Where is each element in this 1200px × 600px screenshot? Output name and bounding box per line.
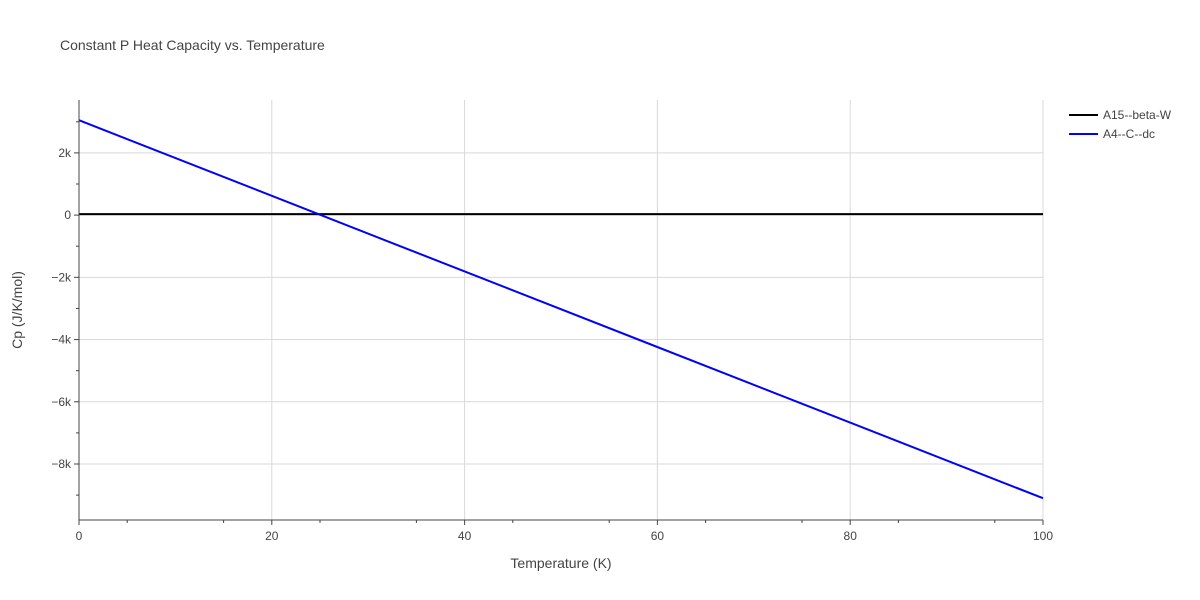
minor-ticks: [74, 121, 1044, 525]
y-tick-label: 0: [64, 208, 71, 222]
y-tick-labels: 2k 0 −2k −4k −6k −8k: [51, 146, 72, 471]
chart-title: Constant P Heat Capacity vs. Temperature: [60, 37, 325, 53]
x-tick-labels: 0 20 40 60 80 100: [76, 529, 1054, 543]
x-tick-label: 100: [1033, 529, 1053, 543]
legend-label: A4--C--dc: [1103, 127, 1155, 141]
y-tick-label: −4k: [51, 333, 72, 347]
x-tick-label: 80: [844, 529, 858, 543]
x-tick-label: 60: [651, 529, 665, 543]
y-tick-label: 2k: [58, 146, 72, 160]
x-tick-label: 0: [76, 529, 83, 543]
legend-item[interactable]: A4--C--dc: [1069, 127, 1155, 141]
y-tick-label: −2k: [51, 270, 72, 284]
series-line-a4-c-dc: [78, 119, 1044, 500]
x-axis-title: Temperature (K): [510, 555, 611, 571]
legend[interactable]: A15--beta-W A4--C--dc: [1069, 108, 1172, 141]
series-layer: [78, 119, 1044, 500]
y-axis-title: Cp (J/K/mol): [9, 271, 25, 349]
legend-item[interactable]: A15--beta-W: [1069, 108, 1172, 122]
x-tick-label: 20: [265, 529, 279, 543]
y-tick-label: −6k: [51, 395, 72, 409]
y-tick-label: −8k: [51, 457, 72, 471]
x-tick-label: 40: [458, 529, 472, 543]
legend-label: A15--beta-W: [1103, 108, 1172, 122]
